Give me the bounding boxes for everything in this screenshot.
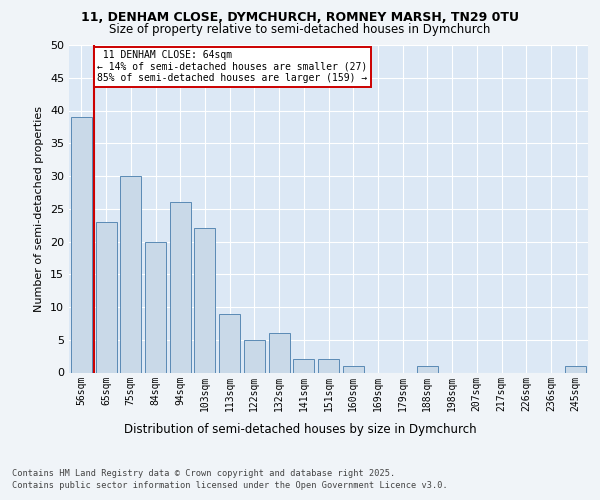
- Bar: [194, 228, 215, 372]
- Text: Contains public sector information licensed under the Open Government Licence v3: Contains public sector information licen…: [12, 481, 448, 490]
- Bar: [343, 366, 364, 372]
- Text: Contains HM Land Registry data © Crown copyright and database right 2025.: Contains HM Land Registry data © Crown c…: [12, 469, 395, 478]
- Bar: [269, 333, 290, 372]
- Bar: [318, 360, 339, 372]
- Bar: [417, 366, 438, 372]
- Bar: [219, 314, 240, 372]
- Bar: [120, 176, 141, 372]
- Text: 11 DENHAM CLOSE: 64sqm
← 14% of semi-detached houses are smaller (27)
85% of sem: 11 DENHAM CLOSE: 64sqm ← 14% of semi-det…: [97, 50, 368, 84]
- Bar: [293, 360, 314, 372]
- Bar: [244, 340, 265, 372]
- Y-axis label: Number of semi-detached properties: Number of semi-detached properties: [34, 106, 44, 312]
- Bar: [145, 242, 166, 372]
- Text: Distribution of semi-detached houses by size in Dymchurch: Distribution of semi-detached houses by …: [124, 422, 476, 436]
- Bar: [95, 222, 116, 372]
- Text: Size of property relative to semi-detached houses in Dymchurch: Size of property relative to semi-detach…: [109, 22, 491, 36]
- Bar: [170, 202, 191, 372]
- Bar: [565, 366, 586, 372]
- Text: 11, DENHAM CLOSE, DYMCHURCH, ROMNEY MARSH, TN29 0TU: 11, DENHAM CLOSE, DYMCHURCH, ROMNEY MARS…: [81, 11, 519, 24]
- Bar: [71, 117, 92, 372]
